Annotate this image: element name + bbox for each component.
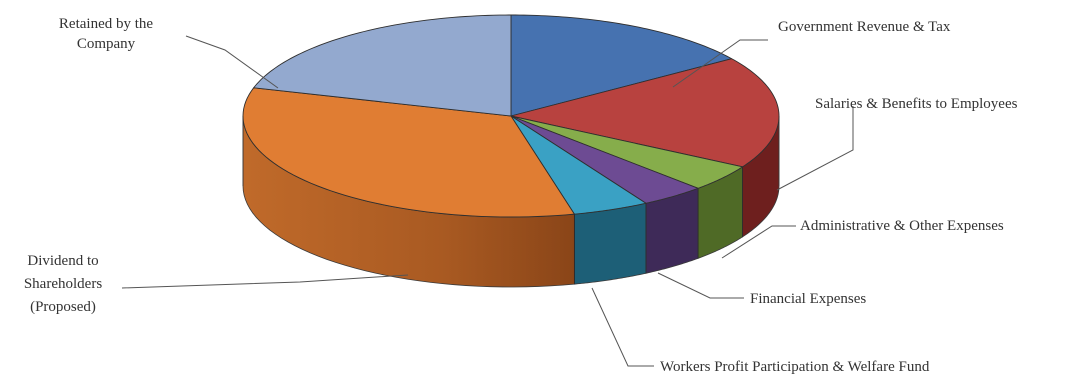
slice-label-2: Salaries & Benefits to Employees <box>815 96 1018 112</box>
slice-label-7: Company <box>77 36 136 52</box>
pie-top-faces <box>242 14 780 218</box>
pie-side-faces <box>242 115 780 288</box>
slice-labels: Government Revenue & Tax Salaries & Benef… <box>24 16 1018 375</box>
leader-line-2 <box>776 106 854 191</box>
pie-slice-3 <box>510 115 743 189</box>
leader-line-3 <box>721 225 796 259</box>
slice-label-3: Administrative & Other Expenses <box>800 218 1004 234</box>
slice-label-5: Workers Profit Participation & Welfare F… <box>660 359 930 375</box>
leader-line-4 <box>657 272 744 299</box>
leader-line-6 <box>121 274 409 289</box>
pie-slice-4 <box>510 115 699 204</box>
leader-lines <box>121 35 854 367</box>
slice-label-4: Financial Expenses <box>750 291 866 307</box>
slice-label-1: Government Revenue & Tax <box>778 19 951 35</box>
leader-line-7 <box>185 35 279 89</box>
leader-line-1 <box>672 39 768 88</box>
leader-line-5 <box>591 287 654 367</box>
pie-slice-5 <box>510 115 647 215</box>
pie-slice-7 <box>253 14 512 117</box>
slice-label-7: Retained by the <box>59 16 153 32</box>
slice-label-6: Shareholders <box>24 276 102 292</box>
pie-slice-6 <box>242 87 575 218</box>
pie-side-5 <box>573 202 647 285</box>
slice-label-6: Dividend to <box>27 253 98 269</box>
pie-slice-2 <box>510 58 780 168</box>
slice-label-6: (Proposed) <box>30 299 96 315</box>
pie-slice-1 <box>510 14 733 117</box>
